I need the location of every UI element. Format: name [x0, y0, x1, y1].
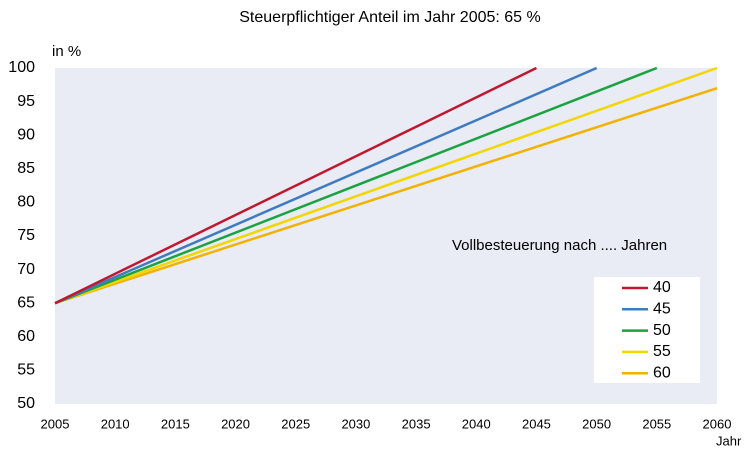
x-tick-label: 2015	[161, 416, 190, 431]
x-tick-label: 2050	[582, 416, 611, 431]
x-tick-label: 2060	[703, 416, 732, 431]
x-tick-label: 2025	[281, 416, 310, 431]
y-tick-label: 60	[17, 328, 35, 345]
legend-label: 60	[653, 364, 671, 381]
chart-title: Steuerpflichtiger Anteil im Jahr 2005: 6…	[239, 9, 541, 26]
y-tick-label: 100	[8, 59, 35, 76]
legend-title: Vollbesteuerung nach .... Jahren	[452, 237, 667, 254]
x-tick-label: 2035	[402, 416, 431, 431]
y-tick-label: 75	[17, 227, 35, 244]
legend-label: 55	[653, 343, 671, 360]
line	[54, 66, 598, 305]
y-tick-label: 80	[17, 194, 35, 211]
legend-label: 45	[653, 301, 671, 318]
x-tick-label: 2005	[41, 416, 70, 431]
line	[54, 66, 538, 305]
legend-label: 50	[653, 322, 671, 339]
y-tick-label: 90	[17, 126, 35, 143]
y-tick-label: 55	[17, 362, 35, 379]
y-tick-label: 85	[17, 160, 35, 177]
x-tick-label: 2055	[642, 416, 671, 431]
x-tick-label: 2010	[101, 416, 130, 431]
y-tick-label: 65	[17, 294, 35, 311]
y-axis-label: in %	[52, 43, 81, 60]
y-tick-label: 95	[17, 93, 35, 110]
line	[54, 66, 658, 305]
x-tick-label: 2030	[341, 416, 370, 431]
x-tick-label: 2020	[221, 416, 250, 431]
x-axis-label: Jahr	[716, 433, 742, 448]
legend-label: 40	[653, 279, 671, 296]
y-tick-label: 50	[17, 395, 35, 412]
line	[54, 86, 718, 305]
line	[54, 66, 718, 305]
x-tick-label: 2045	[522, 416, 551, 431]
x-tick-label: 2040	[462, 416, 491, 431]
y-tick-label: 70	[17, 261, 35, 278]
